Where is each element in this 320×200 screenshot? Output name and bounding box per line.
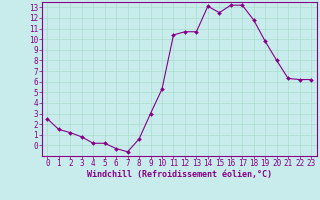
X-axis label: Windchill (Refroidissement éolien,°C): Windchill (Refroidissement éolien,°C): [87, 170, 272, 179]
